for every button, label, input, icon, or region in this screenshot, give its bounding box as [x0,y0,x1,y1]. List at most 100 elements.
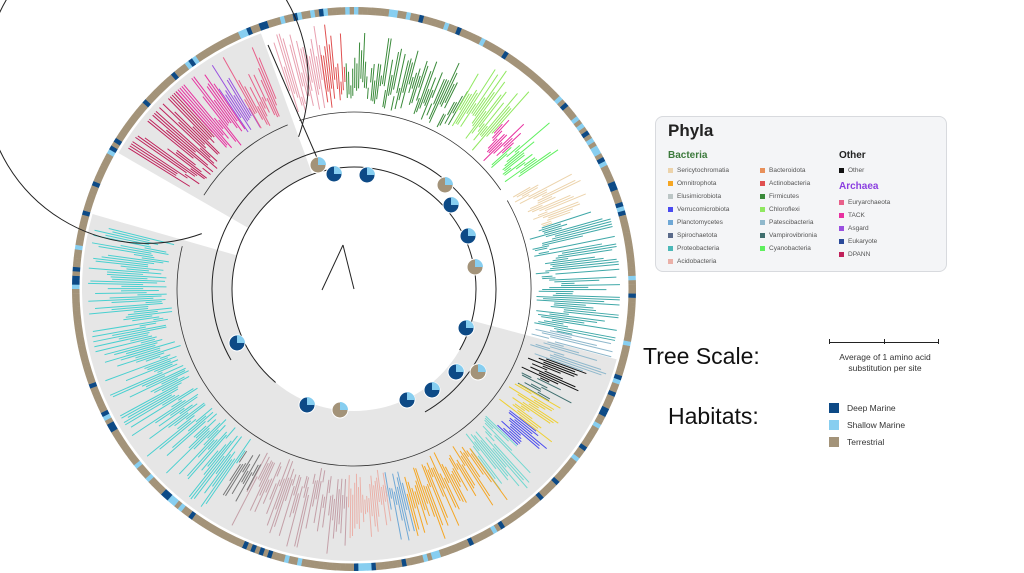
tree-leaf-branch [184,173,200,185]
tree-leaf-branch [530,366,576,388]
legend-swatch [668,168,673,173]
habitat-ring-segment [521,66,531,76]
habitat-ring-segment [74,323,83,329]
tree-scale-description: Average of 1 amino acid substitution per… [815,352,955,374]
tree-leaf-branch [296,494,310,548]
habitat-ring-segment [120,126,130,135]
habitat-ring-segment [177,66,187,76]
tree-leaf-branch [173,92,215,138]
tree-leaf-branch [379,75,383,87]
tree-leaf-branch [129,370,186,398]
tree-leaf-branch [543,227,562,234]
tree-leaf-branch [126,268,149,272]
tree-leaf-branch [545,263,619,272]
habitat-ring-segment [202,48,212,58]
tree-leaf-branch [522,401,554,424]
tree-leaf-branch [153,112,218,169]
habitat-ring-segment [601,168,612,177]
tree-leaf-branch [392,48,403,90]
tree-leaf-branch [470,453,492,483]
habitat-ring-segment [115,133,126,143]
tree-leaf-branch [300,48,314,106]
tree-leaf-branch [452,95,463,114]
habitat-ring-segment [157,485,167,495]
tree-leaf-branch [541,220,552,225]
tree-leaf-branch [521,374,548,389]
tree-leaf-branch [343,66,346,83]
legend-item: Other [839,167,864,174]
tree-leaf-branch [273,42,291,92]
legend-swatch [760,207,765,212]
tree-leaf-branch [419,61,438,109]
habitat-ring-segment [623,331,633,338]
tree-leaf-branch [515,161,526,170]
habitat-ring-segment [438,20,446,30]
tree-leaf-branch [111,305,149,311]
clade-arc [506,366,514,378]
tree-leaf-branch [508,430,522,443]
tree-leaf-branch [109,372,163,396]
tree-leaf-branch [382,472,392,522]
habitat-ring-segment [229,33,238,43]
tree-leaf-branch [519,416,553,443]
tree-leaf-branch [520,405,530,412]
tree-leaf-branch [480,439,520,487]
tree-leaf-branch [509,425,521,436]
habitat-ring-segment [100,409,110,418]
tree-leaf-branch [112,278,166,282]
tree-leaf-branch [88,297,154,302]
tree-leaf-branch [175,152,202,173]
habitat-ring-segment [547,89,557,99]
tree-leaf-branch [157,363,178,373]
tree-leaf-branch [207,419,227,439]
habitat-ring-segment [195,53,204,63]
habitat-ring-segment [375,561,381,571]
habitat-ring-segment [181,63,190,73]
habitat-ring-segment [567,456,577,466]
habitat-ring-segment [305,10,312,20]
tree-leaf-branch [187,434,227,480]
tree-leaf-branch [531,395,555,411]
habitat-ring-segment [547,479,557,489]
habitat-ring-segment [199,50,208,60]
tree-leaf-branch [501,142,514,154]
tree-leaf-branch [112,364,184,398]
habitat-ring-segment [379,8,386,17]
tree-leaf-branch [92,326,146,338]
tree-leaf-branch [108,228,175,246]
tree-leaf-branch [279,459,291,487]
tree-leaf-branch [190,455,225,500]
legend-item: Euryarchaeota [839,199,890,206]
tree-leaf-branch [553,353,602,370]
tree-leaf-branch [218,88,249,133]
habitat-ring-segment [556,99,566,108]
habitat-ring-segment [266,549,274,559]
habitat-ring-segment [601,401,612,410]
habitat-ring-segment [594,153,604,161]
habitat-ring-segment [538,488,548,498]
habitat-ring-segment [405,11,412,21]
tree-leaf-branch [176,91,227,148]
habitat-ring-segment [214,41,223,51]
legend-label: Other [848,167,865,174]
tree-leaf-branch [516,184,539,198]
tree-leaf-branch [259,462,276,496]
tree-leaf-branch [257,456,270,480]
habitat-ring-segment [627,275,636,281]
tree-leaf-branch [553,304,594,309]
tree-leaf-branch [492,119,510,139]
tree-leaf-branch [373,485,379,532]
habitat-ring-segment [570,116,580,125]
tree-leaf-branch [415,468,429,504]
tree-leaf-branch [370,64,375,101]
habitat-ring-segment [627,297,636,303]
habitat-ring-segment [296,557,303,567]
legend-item: Spirochaetota [668,232,717,239]
tree-leaf-branch [344,496,348,546]
legend-label: Euryarchaeota [848,199,891,206]
tree-leaf-branch [147,120,194,159]
habitat-ring-segment [375,7,381,17]
tree-leaf-branch [555,268,620,275]
tree-leaf-branch [384,472,392,510]
habitat-ring-segment [191,513,200,523]
